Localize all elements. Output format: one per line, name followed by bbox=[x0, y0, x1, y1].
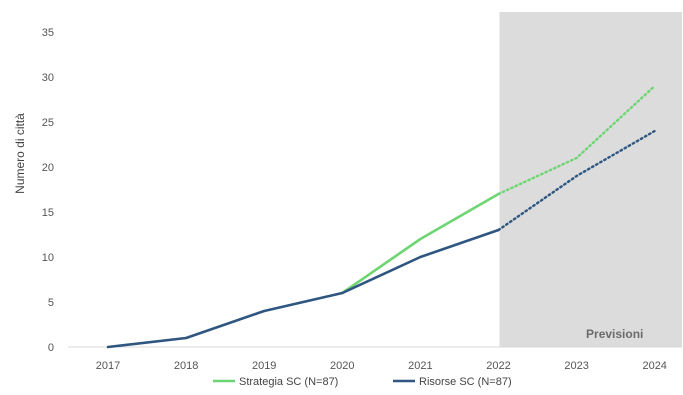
forecast-band bbox=[499, 12, 682, 347]
y-tick-label: 15 bbox=[42, 207, 54, 219]
x-tick-label: 2024 bbox=[642, 360, 666, 372]
series-layer bbox=[106, 84, 656, 349]
x-tick-label: 2019 bbox=[252, 360, 276, 372]
forecast-band-label: Previsioni bbox=[586, 327, 643, 341]
y-axis-title: Numero di città bbox=[13, 113, 27, 194]
y-tick-label: 35 bbox=[42, 27, 54, 39]
legend-label: Risorse SC (N=87) bbox=[419, 376, 512, 388]
series-line-actual-0 bbox=[340, 192, 500, 295]
legend-label: Strategia SC (N=87) bbox=[239, 376, 338, 388]
x-tick-label: 2022 bbox=[486, 360, 510, 372]
legend: Strategia SC (N=87) Risorse SC (N=87) bbox=[213, 376, 512, 388]
series-line-actual-1 bbox=[106, 228, 500, 349]
x-tick-label: 2023 bbox=[564, 360, 588, 372]
y-tick-label: 30 bbox=[42, 72, 54, 84]
y-tick-label: 10 bbox=[42, 252, 54, 264]
y-tick-label: 5 bbox=[48, 297, 54, 309]
y-tick-label: 25 bbox=[42, 117, 54, 129]
y-tick-label: 0 bbox=[48, 342, 54, 354]
x-tick-label: 2017 bbox=[96, 360, 120, 372]
y-axis: 0 5 10 15 20 25 30 35 bbox=[42, 27, 54, 354]
x-tick-label: 2021 bbox=[408, 360, 432, 372]
y-tick-label: 20 bbox=[42, 162, 54, 174]
series-line-forecast-0 bbox=[497, 84, 656, 196]
series-line-forecast-1 bbox=[497, 129, 656, 232]
x-axis: 2017 2018 2019 2020 2021 2022 2023 2024 bbox=[96, 360, 667, 372]
x-tick-label: 2018 bbox=[174, 360, 198, 372]
x-tick-label: 2020 bbox=[330, 360, 354, 372]
